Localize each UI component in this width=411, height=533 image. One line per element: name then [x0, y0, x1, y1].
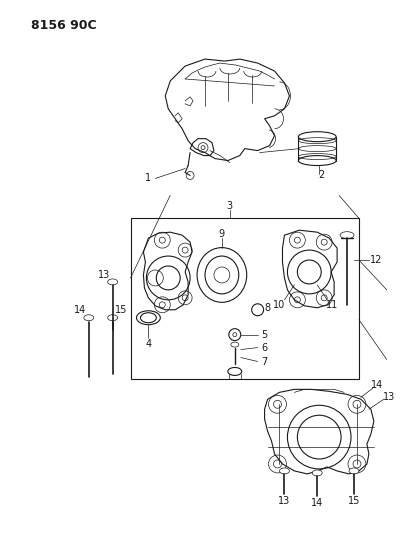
Text: 1: 1 [145, 173, 151, 183]
Ellipse shape [349, 468, 359, 474]
Ellipse shape [108, 279, 118, 285]
Ellipse shape [231, 342, 239, 347]
Text: 12: 12 [369, 255, 382, 265]
Text: 7: 7 [261, 357, 268, 367]
Text: 8: 8 [265, 303, 270, 313]
Text: 11: 11 [326, 300, 338, 310]
Text: 14: 14 [371, 381, 383, 390]
Text: 14: 14 [311, 498, 323, 508]
Ellipse shape [340, 232, 354, 239]
Ellipse shape [312, 470, 322, 476]
Text: 6: 6 [261, 343, 268, 352]
Text: 15: 15 [348, 496, 360, 506]
Text: 5: 5 [261, 329, 268, 340]
Text: 8156 90C: 8156 90C [31, 19, 97, 33]
Text: 13: 13 [278, 496, 291, 506]
Text: 13: 13 [383, 392, 395, 402]
Bar [131, 218, 359, 379]
Text: 9: 9 [219, 229, 225, 239]
Text: 4: 4 [145, 338, 151, 349]
Text: 2: 2 [318, 171, 324, 181]
Text: 10: 10 [273, 300, 286, 310]
Text: 13: 13 [97, 270, 110, 280]
Text: 3: 3 [227, 201, 233, 211]
Text: 14: 14 [74, 305, 86, 315]
Ellipse shape [108, 315, 118, 321]
Ellipse shape [279, 468, 289, 474]
Ellipse shape [84, 315, 94, 321]
Text: 15: 15 [115, 305, 128, 315]
